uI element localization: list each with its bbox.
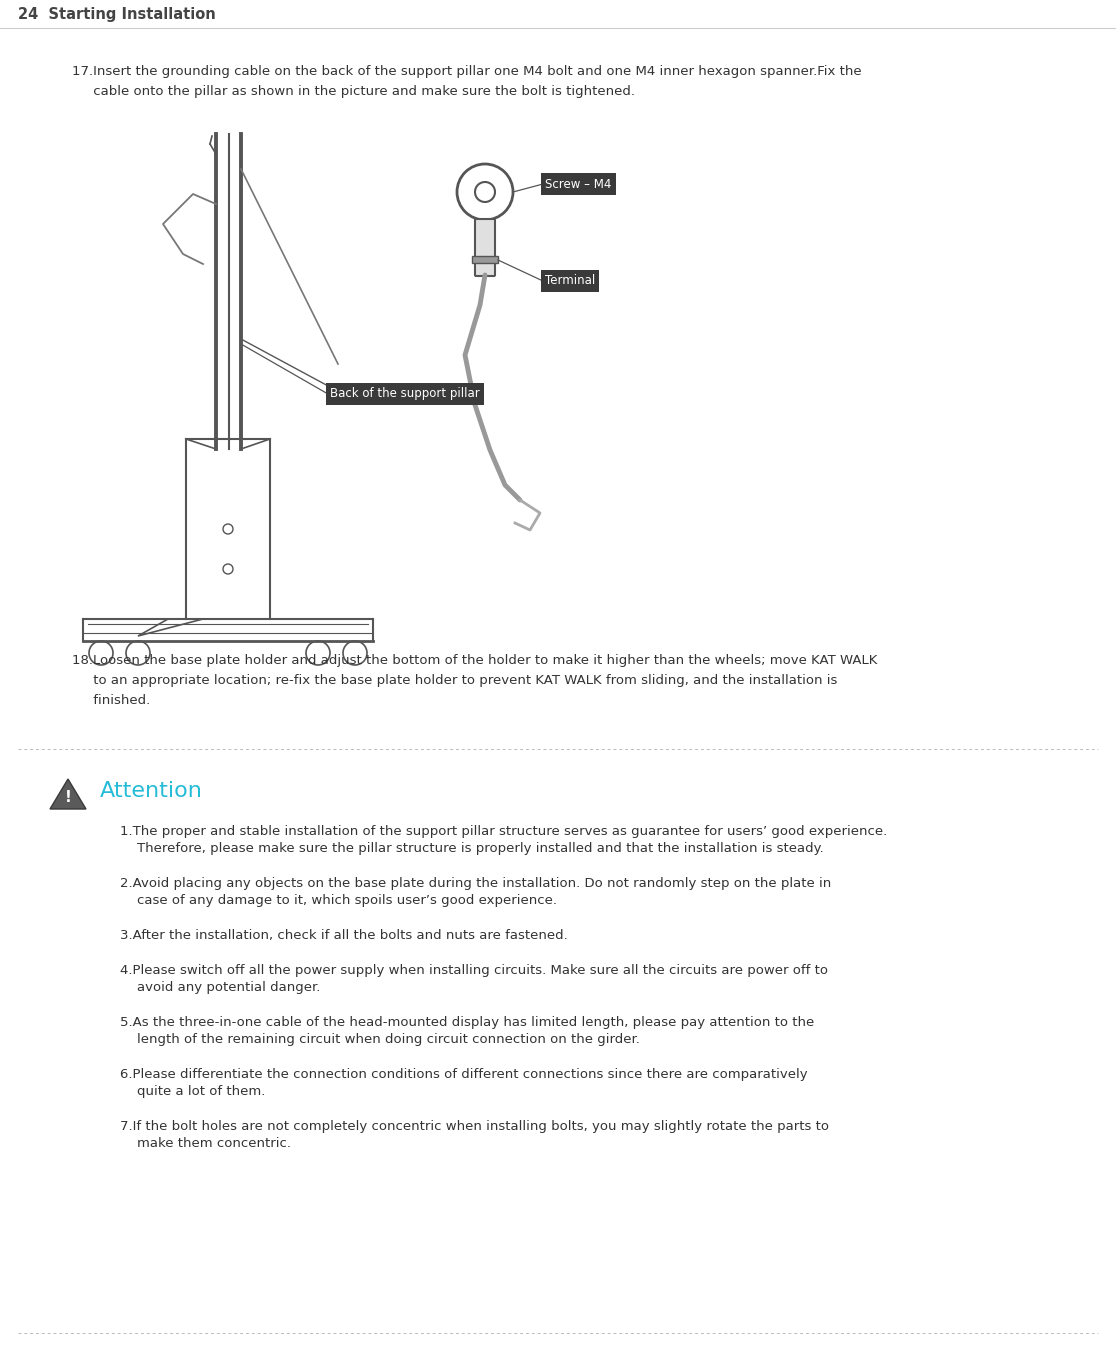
Text: length of the remaining circuit when doing circuit connection on the girder.: length of the remaining circuit when doi… bbox=[121, 1033, 639, 1045]
Text: 2.Avoid placing any objects on the base plate during the installation. Do not ra: 2.Avoid placing any objects on the base … bbox=[121, 877, 831, 890]
Text: 6.Please differentiate the connection conditions of different connections since : 6.Please differentiate the connection co… bbox=[121, 1068, 808, 1081]
Text: to an appropriate location; re-fix the base plate holder to prevent KAT WALK fro: to an appropriate location; re-fix the b… bbox=[73, 674, 837, 687]
Polygon shape bbox=[50, 778, 86, 809]
Text: Attention: Attention bbox=[100, 781, 203, 801]
Text: 7.If the bolt holes are not completely concentric when installing bolts, you may: 7.If the bolt holes are not completely c… bbox=[121, 1120, 829, 1133]
Text: 17.Insert the grounding cable on the back of the support pillar one M4 bolt and : 17.Insert the grounding cable on the bac… bbox=[73, 65, 862, 78]
Text: cable onto the pillar as shown in the picture and make sure the bolt is tightene: cable onto the pillar as shown in the pi… bbox=[73, 85, 635, 98]
Text: 1.The proper and stable installation of the support pillar structure serves as g: 1.The proper and stable installation of … bbox=[121, 826, 887, 838]
Text: finished.: finished. bbox=[73, 693, 151, 707]
Text: quite a lot of them.: quite a lot of them. bbox=[121, 1085, 266, 1098]
Text: case of any damage to it, which spoils user’s good experience.: case of any damage to it, which spoils u… bbox=[121, 894, 557, 907]
Text: 4.Please switch off all the power supply when installing circuits. Make sure all: 4.Please switch off all the power supply… bbox=[121, 965, 828, 977]
Bar bbox=[472, 256, 498, 263]
Text: Terminal: Terminal bbox=[545, 274, 595, 287]
Text: avoid any potential danger.: avoid any potential danger. bbox=[121, 981, 320, 994]
Text: 18.Loosen the base plate holder and adjust the bottom of the holder to make it h: 18.Loosen the base plate holder and adju… bbox=[73, 654, 877, 666]
Text: make them concentric.: make them concentric. bbox=[121, 1137, 291, 1149]
Text: Therefore, please make sure the pillar structure is properly installed and that : Therefore, please make sure the pillar s… bbox=[121, 842, 824, 855]
Text: 24  Starting Installation: 24 Starting Installation bbox=[18, 7, 215, 22]
Text: 3.After the installation, check if all the bolts and nuts are fastened.: 3.After the installation, check if all t… bbox=[121, 929, 568, 942]
Text: 5.As the three-in-one cable of the head-mounted display has limited length, plea: 5.As the three-in-one cable of the head-… bbox=[121, 1016, 815, 1029]
FancyBboxPatch shape bbox=[475, 219, 496, 277]
Text: Back of the support pillar: Back of the support pillar bbox=[330, 387, 480, 401]
Text: Screw – M4: Screw – M4 bbox=[545, 178, 612, 190]
Text: !: ! bbox=[65, 789, 71, 804]
